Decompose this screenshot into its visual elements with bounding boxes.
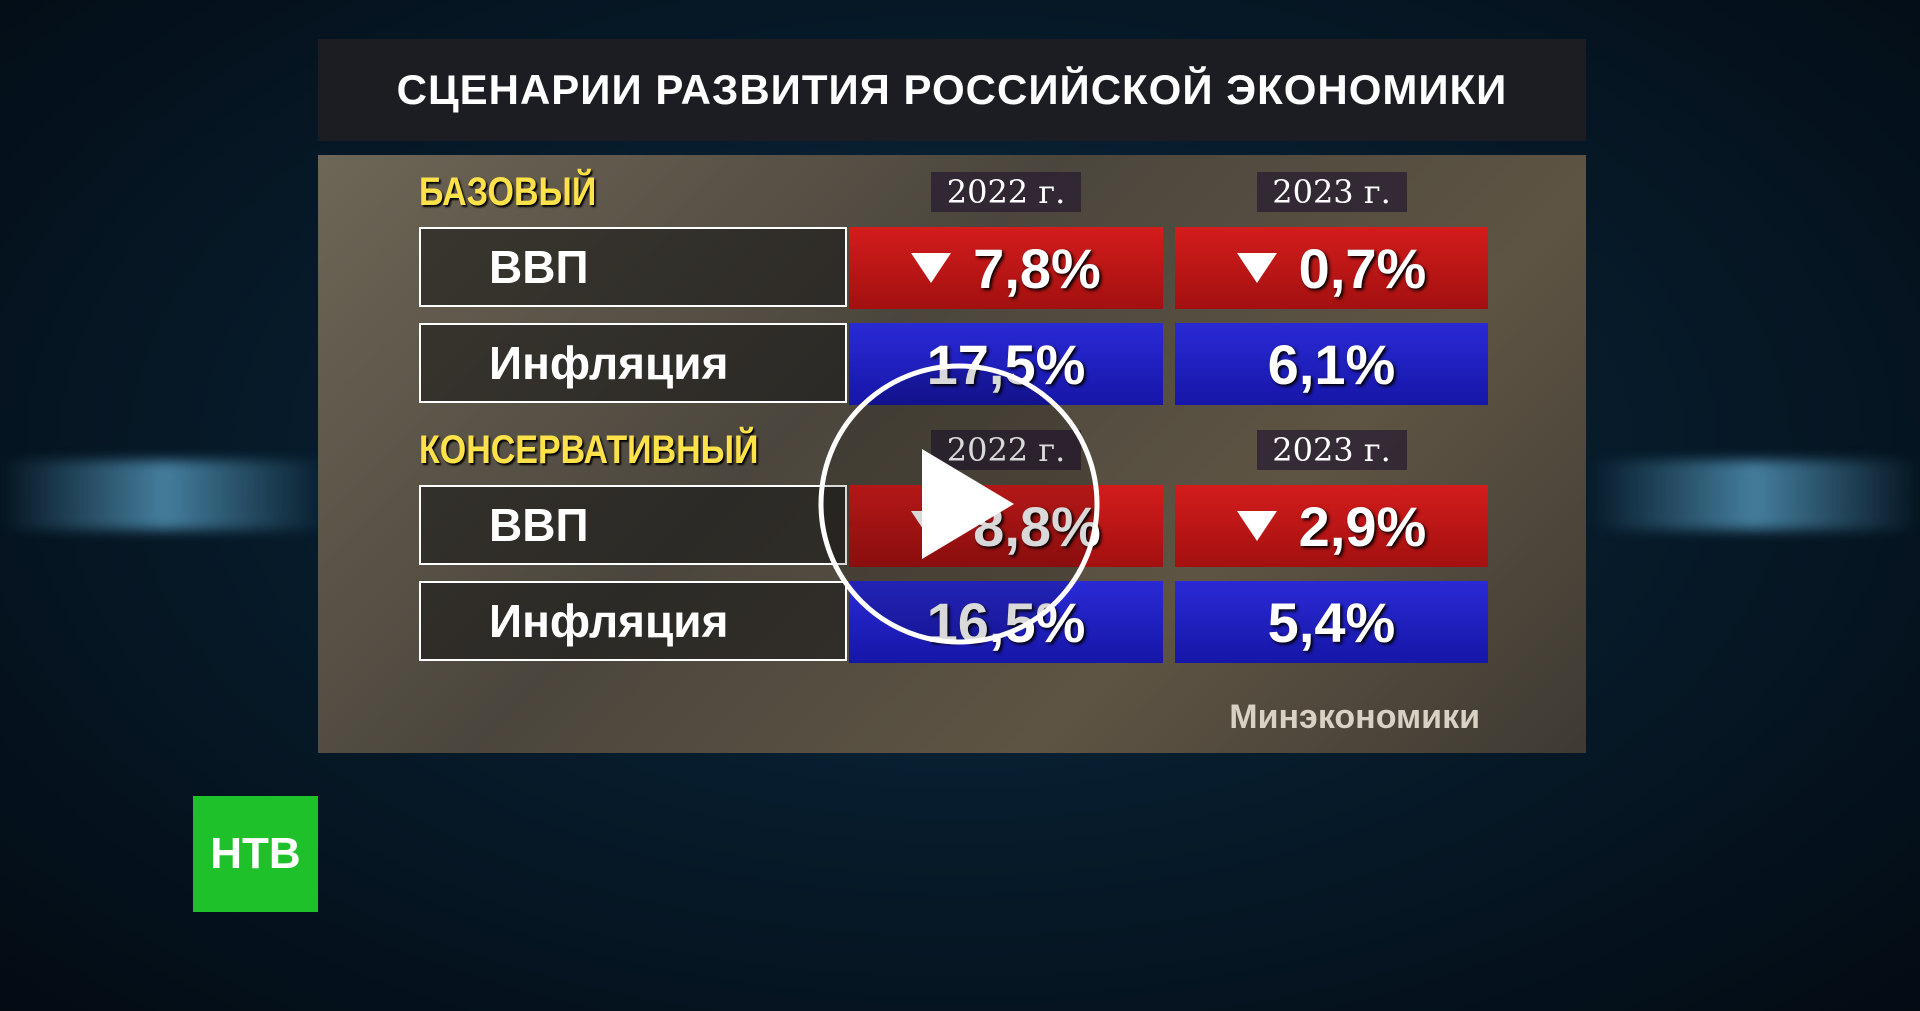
down-arrow [911,253,952,283]
value-cell: 17,5% [849,323,1163,405]
source: Минэкономики [1229,698,1480,736]
title-bar: СЦЕНАРИИ РАЗВИТИЯ РОССИЙСКОЙ ЭКОНОМИКИ [318,39,1586,141]
down-arrow [1236,511,1277,541]
value-cell: 2,9% [1175,485,1488,567]
play-icon[interactable] [922,449,1014,559]
glow [0,460,330,530]
value-cell: 16,5% [849,581,1163,663]
title: СЦЕНАРИИ РАЗВИТИЯ РОССИЙСКОЙ ЭКОНОМИКИ [396,66,1508,113]
row-label: ВВП [419,485,847,565]
logo[interactable]: НТВ [193,796,318,912]
value-cell: 6,1% [1175,323,1488,405]
year-label: 2022 г. [931,172,1081,212]
play-button[interactable] [818,363,1100,645]
scenario-name: КОНСЕРВАТИВНЫЙ [419,428,759,472]
row-label: ВВП [419,227,847,307]
value-cell: 8,8% [849,485,1163,567]
value: 5,4% [1267,590,1396,654]
scenario-name: БАЗОВЫЙ [419,170,597,214]
row-label: Инфляция [419,323,847,403]
value-cell: 0,7% [1175,227,1488,309]
glow [1590,460,1920,530]
value: 2,9% [1298,494,1427,558]
value-cell: 5,4% [1175,581,1488,663]
row-label: Инфляция [419,581,847,661]
value: 6,1% [1267,332,1396,396]
down-arrow [1236,253,1277,283]
year-label: 2023 г. [1256,430,1407,470]
value: 0,7% [1298,236,1427,300]
value: 7,8% [973,236,1101,300]
year-label: 2023 г. [1256,172,1407,212]
year-label: 2022 г. [931,430,1081,470]
value-cell: 7,8% [849,227,1163,309]
